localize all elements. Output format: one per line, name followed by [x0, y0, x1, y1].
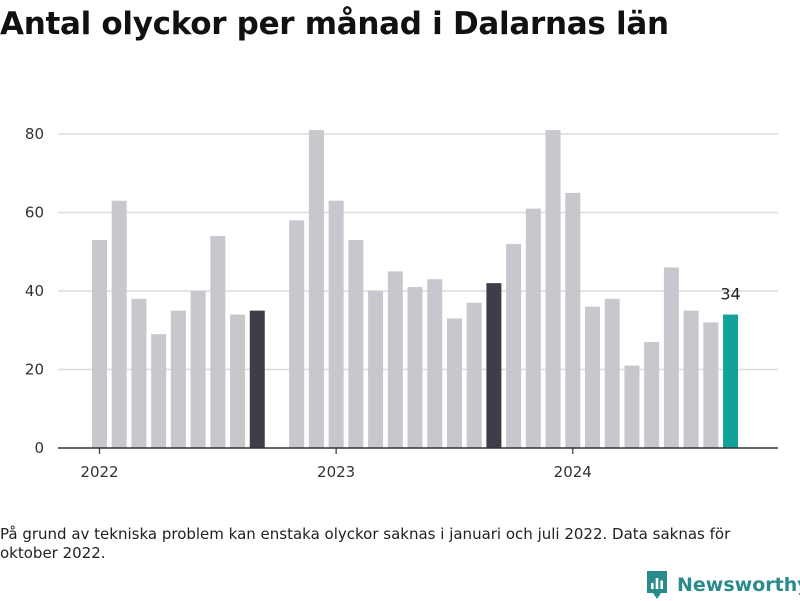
bar-2024-01[interactable] [565, 192, 581, 449]
bar-2023-01[interactable] [328, 200, 344, 448]
bar-2024-07[interactable] [683, 310, 699, 449]
bars [92, 130, 739, 449]
bar-2022-07[interactable] [210, 236, 226, 448]
bar-2022-01[interactable] [92, 239, 107, 448]
bar-2023-02[interactable] [348, 239, 364, 448]
x-tick-label-2022: 2022 [80, 463, 118, 481]
labels: 0 20 40 60 80 2022 2023 2024 34 [25, 125, 741, 481]
latest-value-label: 34 [720, 285, 740, 304]
y-tick-label-40: 40 [25, 282, 44, 300]
chart-title: Antal olyckor per månad i Dalarnas län [0, 6, 669, 42]
bar-2023-05[interactable] [407, 287, 423, 448]
bar-2024-02[interactable] [585, 306, 600, 448]
footnote: På grund av tekniska problem kan enstaka… [0, 525, 731, 562]
brand-logo[interactable]: Newsworthy [645, 569, 800, 601]
x-tick-label-2023: 2023 [317, 463, 355, 481]
bar-2022-09[interactable] [249, 310, 265, 449]
bar-2022-02[interactable] [111, 200, 127, 448]
bar-2023-04[interactable] [387, 271, 403, 449]
bar-2024-04[interactable] [624, 365, 640, 448]
bar-2023-10[interactable] [506, 243, 522, 448]
newsworthy-logo-icon [647, 571, 667, 599]
bar-2022-03[interactable] [131, 298, 147, 448]
bar-2023-08[interactable] [466, 302, 482, 448]
bar-chart: 0 20 40 60 80 2022 2023 2024 34 [25, 125, 778, 481]
x-tick-label-2024: 2024 [554, 463, 592, 481]
bar-2024-09[interactable] [723, 314, 739, 448]
bar-2023-11[interactable] [525, 208, 541, 448]
bar-2024-06[interactable] [663, 267, 679, 448]
y-tick-label-0: 0 [34, 439, 44, 457]
bar-2022-08[interactable] [230, 314, 246, 448]
y-tick-label-20: 20 [25, 361, 44, 379]
bar-2024-05[interactable] [644, 342, 660, 448]
y-tick-label-80: 80 [25, 125, 44, 143]
bar-2023-12[interactable] [545, 130, 561, 448]
axes [58, 447, 778, 454]
bar-2024-08[interactable] [703, 322, 719, 448]
bar-2022-05[interactable] [170, 310, 186, 449]
bar-2022-12[interactable] [308, 130, 324, 448]
bar-2023-06[interactable] [427, 279, 443, 448]
bar-2022-06[interactable] [190, 291, 206, 448]
bar-2023-07[interactable] [446, 318, 462, 448]
y-tick-label-60: 60 [25, 204, 44, 222]
bar-2023-09[interactable] [486, 283, 502, 448]
brand-name: Newsworthy [677, 574, 800, 596]
bar-2022-04[interactable] [151, 334, 167, 448]
bar-2023-03[interactable] [368, 291, 384, 448]
bar-2022-11[interactable] [289, 220, 305, 448]
bar-2024-03[interactable] [604, 298, 620, 448]
